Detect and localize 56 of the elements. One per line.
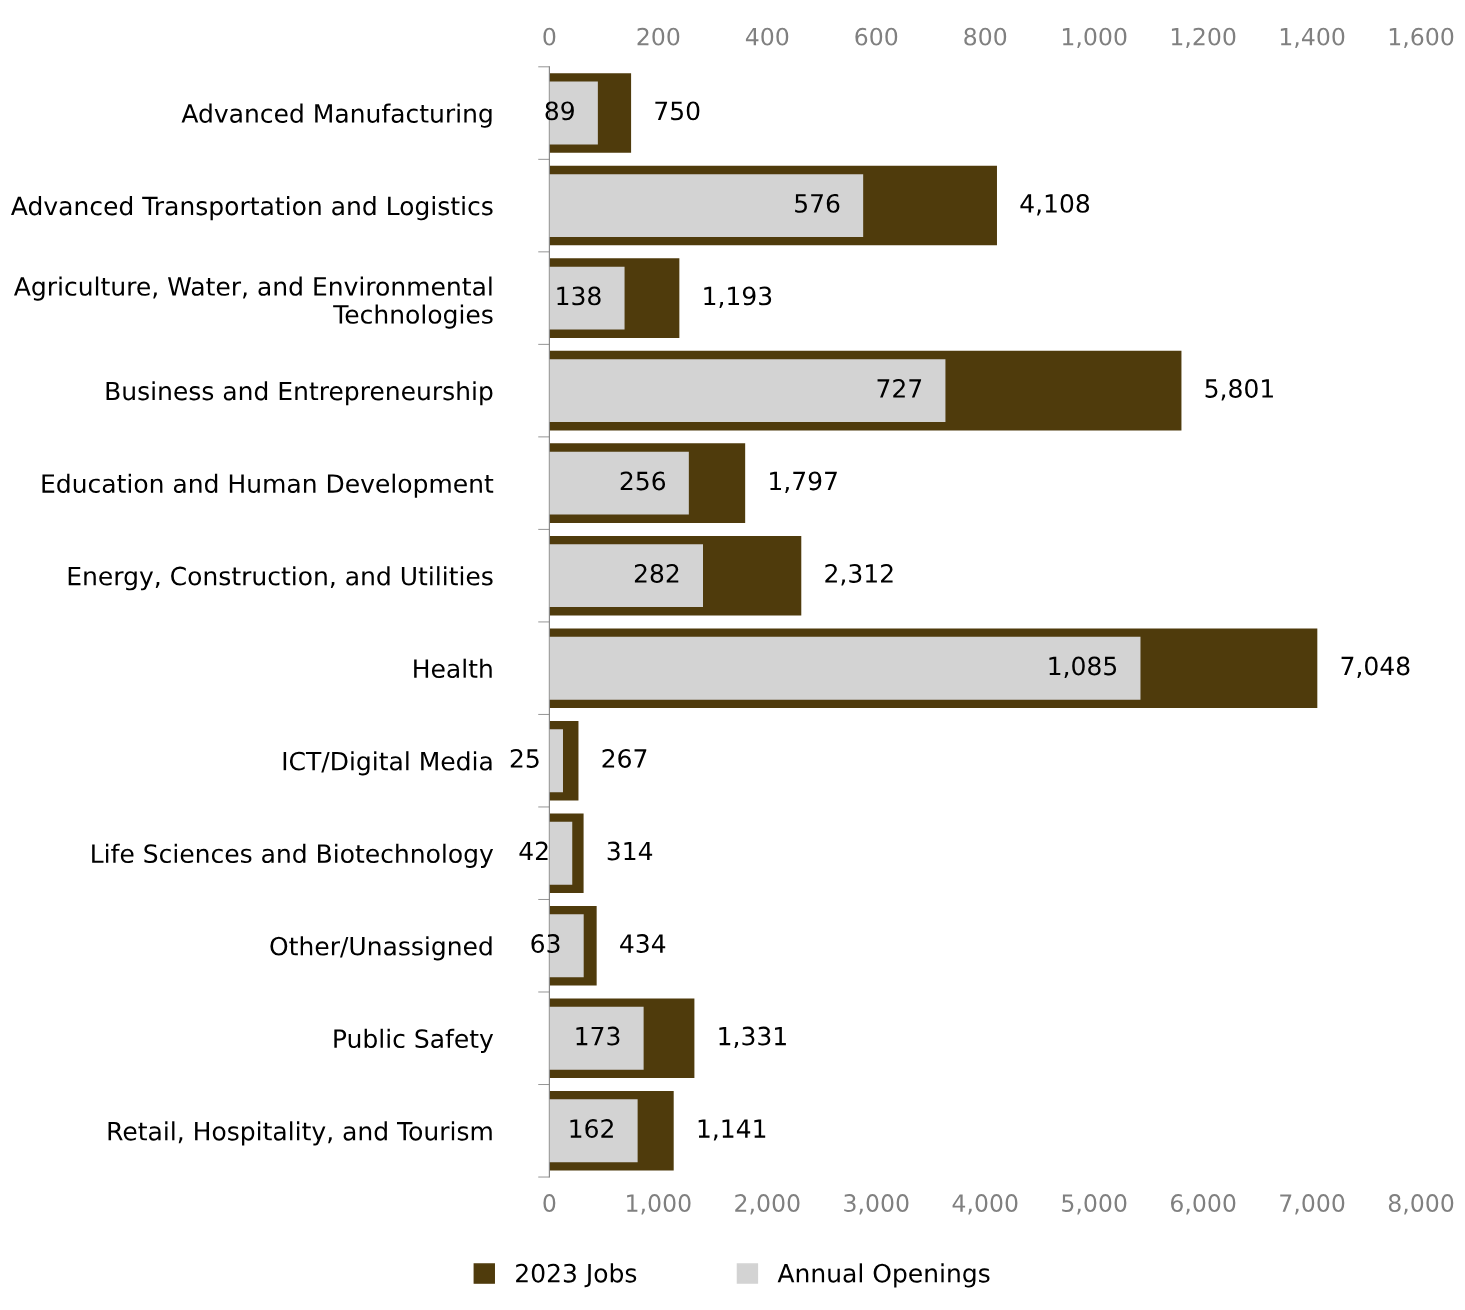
y-tick-label: Advanced Manufacturing — [181, 103, 492, 128]
x-tick-label: 4,000 — [952, 1194, 1018, 1215]
y-tick-label: Advanced Transportation and Logistics — [11, 196, 493, 221]
data-label: 750 — [655, 101, 700, 121]
y-tick-label: Agriculture, Water, and Environmental Technologies — [13, 276, 493, 329]
x2-tick-label: 1,600 — [1389, 27, 1454, 48]
x2-tick-label: 1,200 — [1171, 27, 1236, 48]
data-label: 1,141 — [698, 1119, 766, 1141]
x-tick-label: 8,000 — [1388, 1194, 1454, 1215]
data-label: 138 — [557, 286, 601, 306]
data-label: 1,085 — [1049, 656, 1117, 678]
x2-tick-label: 800 — [964, 27, 1007, 46]
y-tick-label: Retail, Hospitality, and Tourism — [108, 1121, 492, 1146]
data-label: 256 — [620, 471, 666, 491]
data-label: 576 — [795, 193, 840, 213]
x-tick-label: 1,000 — [627, 1194, 691, 1215]
data-label: 727 — [877, 378, 922, 398]
x-tick-label: 0 — [543, 1194, 556, 1212]
data-label: 63 — [531, 934, 560, 953]
y-tick-label: Health — [414, 658, 492, 679]
data-label: 314 — [607, 841, 653, 861]
data-label: 25 — [510, 749, 539, 768]
data-label: 267 — [602, 749, 647, 768]
x2-tick-label: 1,000 — [1062, 27, 1127, 48]
y-tick-label: Public Safety — [334, 1028, 494, 1053]
legend-label: 2023 Jobs — [516, 1263, 637, 1288]
data-label: 1,797 — [770, 471, 837, 493]
y-tick-label: ICT/Digital Media — [283, 751, 492, 776]
x-tick-label: 5,000 — [1062, 1194, 1127, 1215]
y-tick-label: Education and Human Development — [42, 473, 494, 498]
data-label: 89 — [545, 101, 574, 121]
x2-tick-label: 0 — [543, 27, 556, 46]
data-label: 434 — [620, 934, 666, 953]
legend-label: Annual Openings — [777, 1263, 990, 1288]
data-label: 162 — [570, 1119, 613, 1139]
x2-tick-label: 200 — [637, 27, 680, 46]
data-label: 173 — [576, 1026, 620, 1046]
data-label: 2,312 — [825, 564, 893, 586]
y-tick-label: Business and Entrepreneurship — [106, 381, 493, 406]
data-label: 282 — [634, 564, 679, 583]
x-tick-label: 2,000 — [735, 1194, 800, 1215]
data-label: 1,193 — [704, 286, 772, 308]
x-tick-label: 7,000 — [1280, 1194, 1345, 1215]
y-tick-label: Other/Unassigned — [270, 936, 492, 961]
data-label: 5,801 — [1205, 378, 1273, 401]
x-tick-label: 6,000 — [1170, 1194, 1236, 1215]
x2-tick-label: 1,400 — [1280, 27, 1345, 48]
y-tick-label: Energy, Construction, and Utilities — [68, 566, 493, 591]
data-label: 4,108 — [1020, 193, 1090, 216]
data-label: 1,331 — [719, 1026, 786, 1049]
x2-tick-label: 600 — [855, 27, 898, 46]
data-label: 42 — [519, 841, 548, 861]
y-tick-label: Life Sciences and Biotechnology — [92, 843, 494, 868]
x2-tick-label: 400 — [745, 27, 789, 46]
x-tick-label: 3,000 — [844, 1194, 909, 1215]
data-label: 7,048 — [1341, 656, 1410, 678]
